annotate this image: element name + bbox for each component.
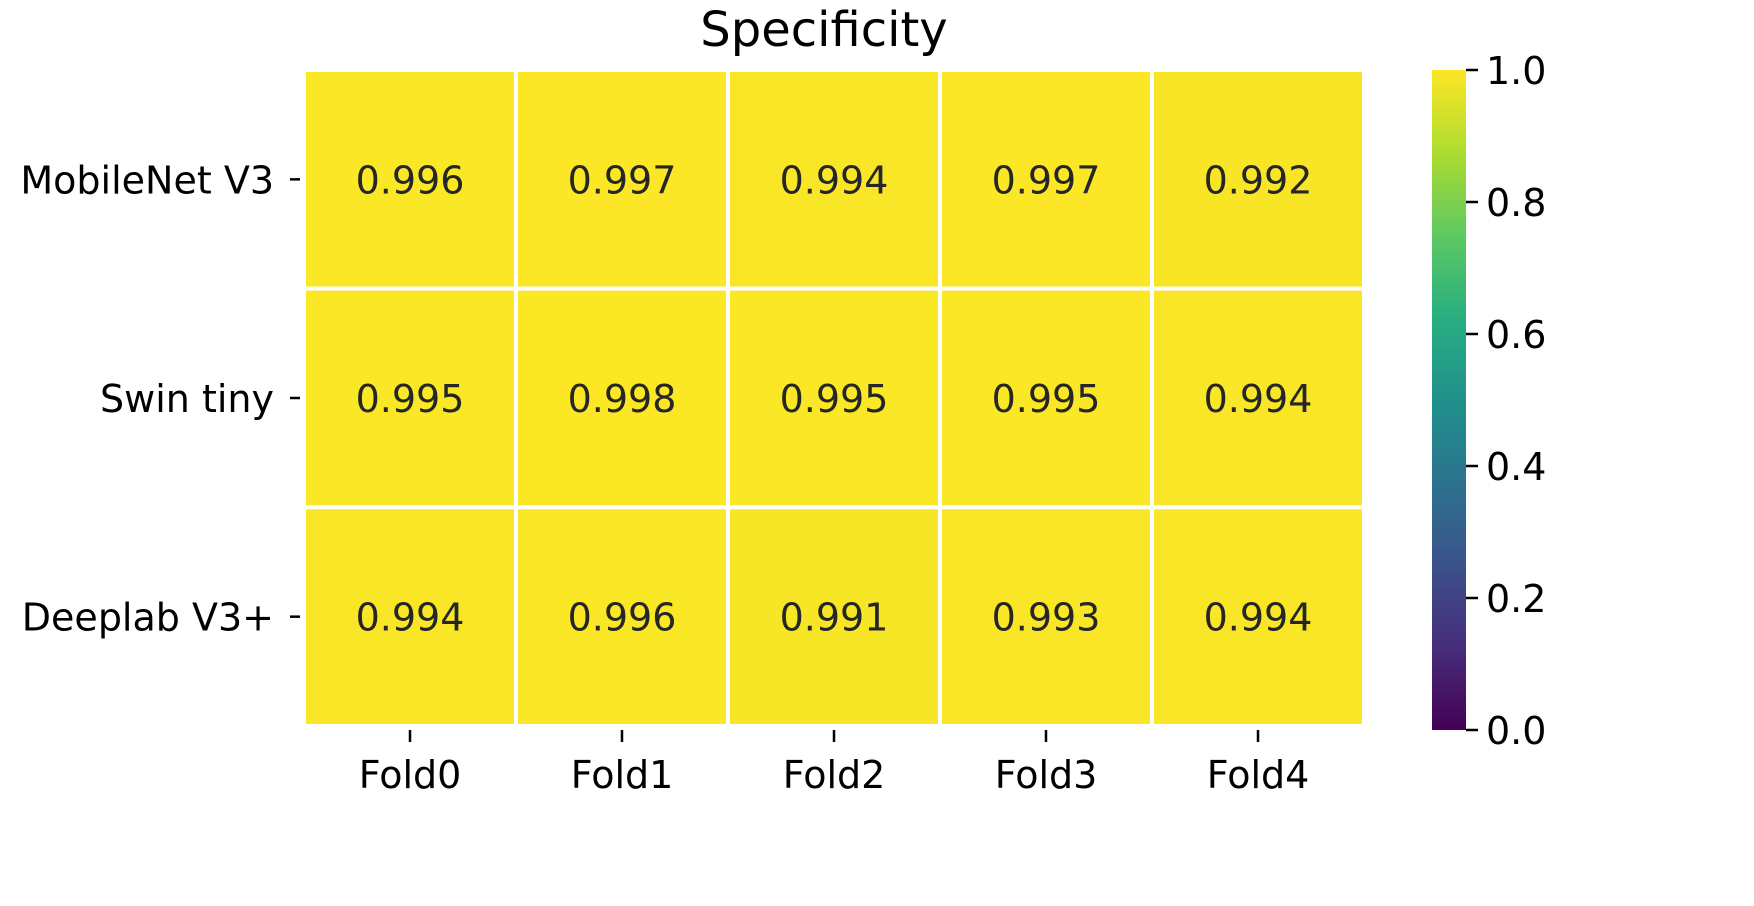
cell-value-label: 0.994 (1204, 596, 1313, 640)
colorbar-gradient (1432, 70, 1466, 730)
heatmap-cell (1150, 286, 1366, 510)
row-label: Deeplab V3+ (22, 596, 274, 640)
colorbar-tick-label: 0.0 (1486, 709, 1546, 753)
heatmap-cell (302, 68, 518, 291)
heatmap-cell (1150, 505, 1366, 729)
heatmap-cells: 0.996 0.997 0.994 0.997 0.992 0.995 0.998 0.995… (302, 68, 1366, 729)
cell-value-label: 0.995 (780, 377, 889, 421)
cell-value-label: 0.993 (992, 596, 1101, 640)
column-label: Fold0 (359, 753, 462, 797)
heatmap-cell (514, 68, 730, 291)
cell-value-label: 0.997 (568, 158, 677, 202)
cell-value-label: 0.995 (356, 377, 465, 421)
row-label: MobileNet V3 (20, 158, 274, 202)
heatmap-cell (726, 505, 942, 729)
cell-value-label: 0.994 (780, 158, 889, 202)
cell-value-label: 0.997 (992, 158, 1101, 202)
cell-value-label: 0.994 (356, 596, 465, 640)
column-label: Fold3 (995, 753, 1098, 797)
colorbar (1432, 70, 1466, 730)
column-label: Fold4 (1207, 753, 1310, 797)
cell-value-label: 0.992 (1204, 158, 1313, 202)
colorbar-tick-label: 0.4 (1486, 445, 1546, 489)
cell-value-label: 0.996 (568, 596, 677, 640)
row-label: Swin tiny (100, 377, 274, 421)
heatmap-cell (302, 286, 518, 510)
row-labels: MobileNet V3 Swin tiny Deeplab V3+ (20, 158, 300, 640)
column-label: Fold1 (571, 753, 674, 797)
cell-value-label: 0.996 (356, 158, 465, 202)
heatmap-cell (938, 505, 1154, 729)
heatmap-cell (726, 68, 942, 291)
colorbar-tick-label: 0.6 (1486, 313, 1546, 357)
colorbar-tick-label: 1.0 (1486, 49, 1546, 93)
colorbar-tick-label: 0.8 (1486, 181, 1546, 225)
heatmap-cell (514, 505, 730, 729)
column-labels: Fold0 Fold1 Fold2 Fold3 Fold4 (359, 730, 1310, 797)
chart-title: Specificity (700, 2, 947, 58)
cell-value-label: 0.991 (780, 596, 889, 640)
cell-value-label: 0.994 (1204, 377, 1313, 421)
colorbar-tick-label: 0.2 (1486, 577, 1546, 621)
heatmap-cell (726, 286, 942, 510)
cell-value-label: 0.995 (992, 377, 1101, 421)
cell-value-label: 0.998 (568, 377, 677, 421)
column-label: Fold2 (783, 753, 886, 797)
colorbar-ticks: 0.0 0.2 0.4 0.6 0.8 1.0 (1466, 49, 1546, 753)
